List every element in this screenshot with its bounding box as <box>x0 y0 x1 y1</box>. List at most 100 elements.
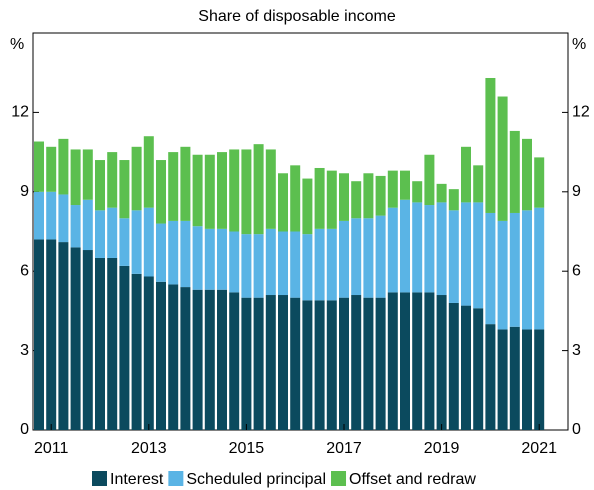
bar-segment <box>70 205 81 248</box>
bar-segment <box>509 212 520 327</box>
x-tick-label: 2013 <box>131 440 167 457</box>
bar-segment <box>217 152 227 229</box>
bar-segment <box>509 326 520 430</box>
bar-segment <box>119 160 130 219</box>
bar-segment <box>448 189 459 211</box>
legend-label: Offset and redraw <box>349 471 476 488</box>
y-tick-label-left: 0 <box>20 421 29 438</box>
bar-segment <box>34 141 44 192</box>
x-tick-label: 2019 <box>424 440 460 457</box>
y-tick-label-right: 9 <box>572 183 581 200</box>
bar-segment <box>107 207 118 258</box>
bar-segment <box>534 157 545 208</box>
bar-segment <box>436 295 447 430</box>
bar-segment <box>168 284 179 430</box>
bar-segment <box>339 173 349 221</box>
bar-segment <box>143 276 154 430</box>
y-unit-right: % <box>572 36 586 53</box>
bar-segment <box>192 226 203 290</box>
bar-segment <box>58 242 69 430</box>
bar-segment <box>412 292 423 430</box>
bar-segment <box>375 175 386 216</box>
bar-segment <box>461 202 471 306</box>
legend-label: Interest <box>110 471 164 488</box>
bar-segment <box>302 300 313 430</box>
legend-swatch <box>331 471 347 486</box>
bar-segment <box>119 265 130 430</box>
bar-segment <box>339 297 349 430</box>
bar-segment <box>229 149 240 232</box>
bar-segment <box>192 289 203 430</box>
bar-segment <box>58 138 69 195</box>
bar-segment <box>95 210 105 258</box>
bar-segment <box>424 154 435 206</box>
bar-segment <box>253 297 264 430</box>
bar-segment <box>387 170 398 208</box>
y-tick-label-left: 9 <box>20 183 29 200</box>
bar-segment <box>363 297 374 430</box>
bar-segment <box>290 165 301 232</box>
x-tick-label: 2017 <box>326 440 362 457</box>
bar-segment <box>375 215 386 298</box>
bar-segment <box>265 228 276 296</box>
bar-segment <box>119 218 130 266</box>
bar-segment <box>168 152 179 221</box>
y-tick-label-right: 12 <box>572 104 590 121</box>
bar-segment <box>241 149 252 235</box>
y-tick-label-right: 6 <box>572 262 581 279</box>
bar-segment <box>448 210 459 303</box>
bar-segment <box>34 191 44 240</box>
bar-segment <box>217 228 227 290</box>
bar-segment <box>522 210 532 330</box>
bar-segment <box>351 295 362 430</box>
bar-segment <box>436 183 447 203</box>
bar-segment <box>351 181 362 219</box>
bar-segment <box>400 170 410 200</box>
bar-segment <box>107 152 118 208</box>
bar-segment <box>217 289 227 430</box>
bar-segment <box>156 223 166 282</box>
bar-segment <box>46 146 57 192</box>
bar-segment <box>339 220 349 298</box>
bar-segment <box>70 247 81 430</box>
bar-segment <box>180 146 191 221</box>
bar-segment <box>497 329 508 430</box>
x-tick-label: 2011 <box>34 440 69 457</box>
legend-label: Scheduled principal <box>186 471 326 488</box>
bar-segment <box>95 160 105 211</box>
bar-segment <box>82 250 93 430</box>
bar-segment <box>204 289 215 430</box>
bar-segment <box>265 295 276 430</box>
bar-segment <box>143 136 154 208</box>
bar-segment <box>400 292 410 430</box>
plot-frame <box>32 32 569 431</box>
bar-segment <box>424 292 435 430</box>
legend-swatch <box>92 471 107 486</box>
x-tick-label: 2021 <box>521 440 557 457</box>
bar-segment <box>82 199 93 251</box>
bar-segment <box>497 96 508 221</box>
bar-segment <box>278 231 288 296</box>
bar-segment <box>302 234 313 301</box>
bar-segment <box>412 181 423 203</box>
bar-segment <box>265 149 276 229</box>
bar-segment <box>58 194 69 243</box>
bar-segment <box>131 210 142 274</box>
bar-segment <box>363 218 374 298</box>
bar-segment <box>485 212 496 325</box>
bar-segment <box>485 324 496 430</box>
bar-segment <box>497 220 508 330</box>
bar-segment <box>278 173 288 232</box>
bar-segment <box>82 149 93 200</box>
bar-segment <box>156 281 166 430</box>
bar-segment <box>436 202 447 296</box>
bar-segment <box>107 257 118 430</box>
bar-segment <box>168 220 179 285</box>
bar-segment <box>131 273 142 430</box>
bar-segment <box>314 300 325 430</box>
bar-segment <box>180 220 191 288</box>
bar-segment <box>534 207 545 330</box>
y-tick-label-right: 0 <box>572 421 581 438</box>
